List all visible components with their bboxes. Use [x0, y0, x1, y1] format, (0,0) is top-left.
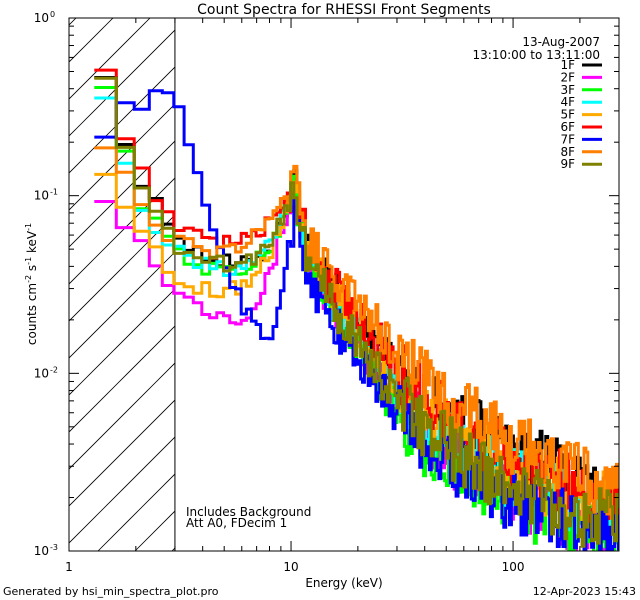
y-axis-ticks	[69, 17, 619, 552]
y-tick-label-mantissa: 10	[34, 11, 49, 25]
hatch-line	[69, 399, 175, 507]
y-tick-label-mantissa: 10	[34, 366, 49, 380]
series-line-8F	[94, 146, 619, 516]
y-tick-label-exponent: -2	[50, 365, 58, 374]
hatch-line	[69, 362, 175, 470]
y-axis-label: counts cm-2 s-1 keV-1	[24, 223, 39, 345]
x-axis-label: Energy (keV)	[305, 576, 382, 590]
excluded-energy-hatch	[69, 18, 175, 551]
y-tick-label-mantissa: 10	[34, 544, 49, 558]
hatch-line	[69, 18, 114, 63]
y-tick-label-mantissa: 10	[34, 189, 49, 203]
x-axis-ticks	[68, 18, 620, 551]
legend-label-7F: 7F	[560, 132, 575, 146]
hatch-line	[69, 18, 151, 100]
y-tick-label-exponent: -1	[50, 188, 58, 197]
hatch-line	[69, 177, 175, 285]
time-range-label: 13:10:00 to 13:11:00	[473, 48, 600, 62]
footer-generated-by: Generated by hsi_min_spectra_plot.pro	[3, 585, 219, 598]
legend-label-1F: 1F	[560, 58, 575, 72]
y-tick-label-exponent: 0	[50, 10, 55, 19]
x-tick-label: 100	[502, 560, 525, 574]
date-label: 13-Aug-2007	[522, 35, 600, 49]
annotation-attenuator: Att A0, FDecim 1	[186, 516, 287, 530]
series-lines	[94, 68, 619, 551]
y-tick-label-exponent: -3	[50, 543, 58, 552]
series-line-7F	[94, 89, 619, 551]
series-line-9F	[94, 76, 619, 548]
legend-label-2F: 2F	[560, 70, 575, 84]
footer-timestamp: 12-Apr-2023 15:43	[533, 585, 636, 598]
legend-label-6F: 6F	[560, 120, 575, 134]
x-axis-tick-labels: 1 10 100	[65, 560, 524, 574]
plot-frame	[68, 17, 620, 552]
chart-title: Count Spectra for RHESSI Front Segments	[197, 2, 491, 18]
hatch-line	[69, 214, 175, 322]
annotation-background: Includes Background	[186, 505, 311, 519]
legend-label-3F: 3F	[560, 83, 575, 97]
legend-label-5F: 5F	[560, 108, 575, 122]
x-tick-label: 10	[283, 560, 298, 574]
hatch-line	[69, 436, 175, 544]
x-tick-label: 1	[65, 560, 73, 574]
legend-label-8F: 8F	[560, 145, 575, 159]
legend-label-4F: 4F	[560, 95, 575, 109]
hatch-line	[69, 29, 175, 137]
legend-label-9F: 9F	[560, 157, 575, 171]
